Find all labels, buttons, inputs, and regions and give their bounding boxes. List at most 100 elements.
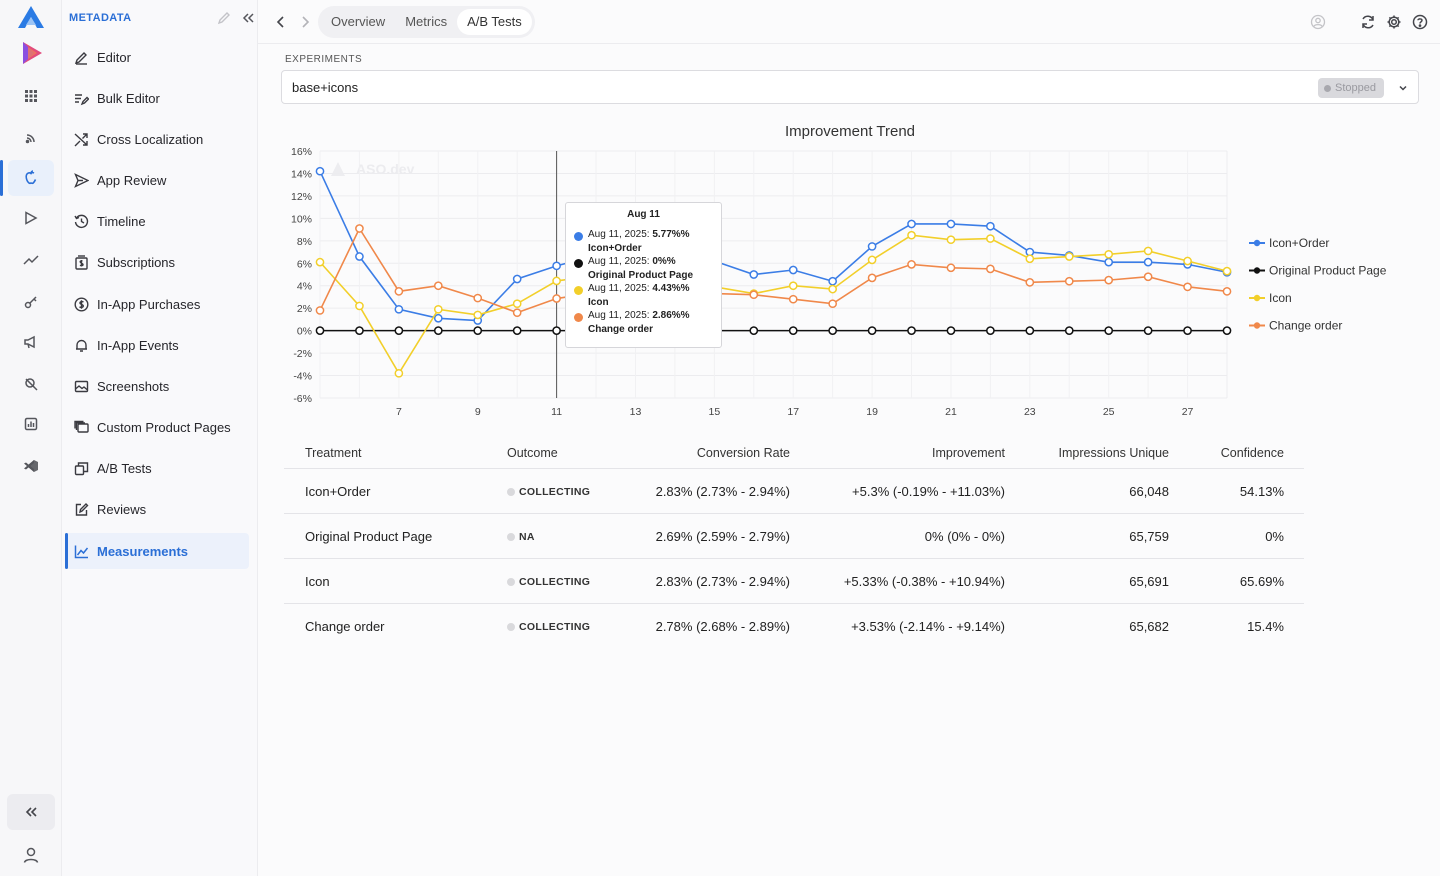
- data-point: [1064, 252, 1074, 261]
- settings-gear-icon[interactable]: [1385, 13, 1403, 31]
- trend-icon[interactable]: [8, 242, 54, 278]
- data-point: [946, 263, 956, 273]
- key-icon[interactable]: [8, 284, 54, 320]
- data-point: [512, 274, 522, 284]
- header-impressions-unique[interactable]: Impressions Unique: [1058, 446, 1169, 460]
- bell-icon: [73, 337, 89, 353]
- data-point: [1064, 326, 1074, 335]
- apps-grid-icon[interactable]: [8, 78, 54, 114]
- data-point: [552, 261, 561, 271]
- rail-collapse-button[interactable]: [7, 794, 55, 830]
- refresh-icon[interactable]: [1359, 13, 1377, 31]
- header-outcome[interactable]: Outcome: [507, 446, 558, 460]
- data-point: [512, 326, 522, 335]
- sidebar-item-screenshots[interactable]: Screenshots: [65, 368, 249, 404]
- data-point: [315, 326, 325, 335]
- tooltip-series: Original Product Page: [588, 269, 694, 281]
- top-bar: Overview Metrics A/B Tests: [258, 0, 1440, 44]
- legend-marker: [1253, 294, 1261, 302]
- sidebar-item-app-review[interactable]: App Review: [65, 162, 249, 198]
- help-icon[interactable]: [1411, 13, 1429, 31]
- table-row[interactable]: Change order COLLECTING 2.78% (2.68% - 2…: [284, 604, 1304, 649]
- sidebar-item-label: Bulk Editor: [97, 90, 160, 106]
- tooltip-row: Aug 11, 2025: 0%% Original Product Page: [574, 255, 713, 282]
- report-icon[interactable]: [8, 406, 54, 442]
- apple-store-icon[interactable]: [0, 160, 54, 196]
- tab-metrics[interactable]: Metrics: [405, 14, 448, 29]
- page-tabs: Overview Metrics A/B Tests: [318, 6, 535, 38]
- cell-impressions: 65,759: [1129, 529, 1169, 544]
- ab-icon: [73, 460, 89, 476]
- data-point: [394, 304, 404, 314]
- chevron-down-icon[interactable]: [1397, 81, 1409, 99]
- tab-ab-tests[interactable]: A/B Tests: [457, 9, 532, 35]
- header-conversion-rate[interactable]: Conversion Rate: [696, 446, 790, 460]
- x-tick-label: 11: [551, 406, 562, 418]
- data-point: [1183, 282, 1192, 292]
- back-arrow-icon[interactable]: [272, 13, 290, 31]
- data-point: [355, 224, 364, 233]
- search-tools-icon[interactable]: [8, 366, 54, 402]
- data-point: [749, 270, 759, 279]
- data-point: [552, 294, 561, 303]
- tooltip-bullet: [574, 259, 583, 268]
- megaphone-icon[interactable]: [8, 324, 54, 360]
- edit-pencil-icon[interactable]: [217, 11, 231, 30]
- data-point: [828, 284, 838, 294]
- sidebar-item-ab-tests[interactable]: A/B Tests: [65, 450, 249, 486]
- forward-arrow-icon[interactable]: [296, 13, 314, 31]
- y-tick-label: 14%: [291, 168, 312, 180]
- sidebar-item-subscriptions[interactable]: Subscriptions: [65, 244, 249, 280]
- table-row[interactable]: Icon+Order COLLECTING 2.83% (2.73% - 2.9…: [284, 469, 1304, 514]
- sidebar-item-label: Editor: [97, 49, 131, 65]
- x-tick-label: 9: [475, 406, 481, 418]
- vscode-icon[interactable]: [8, 448, 54, 484]
- x-tick-label: 17: [787, 406, 799, 418]
- data-point: [1104, 326, 1114, 335]
- table-row[interactable]: Original Product Page NA 2.69% (2.59% - …: [284, 514, 1304, 559]
- feed-icon[interactable]: [8, 120, 54, 156]
- sidebar-item-custom-product-pages[interactable]: Custom Product Pages: [65, 409, 249, 445]
- cell-treatment: Icon: [305, 574, 330, 589]
- legend-label: Icon: [1269, 291, 1292, 305]
- account-icon[interactable]: [1309, 13, 1327, 31]
- data-point: [1143, 272, 1153, 282]
- sidebar-item-in-app-events[interactable]: In-App Events: [65, 327, 249, 363]
- x-tick-label: 15: [709, 406, 721, 418]
- tab-overview[interactable]: Overview: [331, 14, 386, 29]
- sidebar-collapse-icon[interactable]: [241, 11, 255, 30]
- header-confidence[interactable]: Confidence: [1220, 446, 1284, 460]
- data-point: [907, 230, 916, 240]
- sidebar-item-label: A/B Tests: [97, 460, 152, 476]
- header-improvement[interactable]: Improvement: [932, 446, 1005, 460]
- app-avatar-icon[interactable]: [20, 40, 44, 71]
- tooltip-series: Change order: [588, 323, 654, 335]
- data-point: [394, 286, 404, 296]
- outcome-dot: [507, 533, 515, 541]
- sidebar-item-in-app-purchases[interactable]: In-App Purchases: [65, 286, 249, 322]
- header-treatment[interactable]: Treatment: [305, 446, 362, 460]
- data-point: [986, 221, 995, 231]
- google-play-icon[interactable]: [8, 200, 54, 236]
- experiment-select[interactable]: base+icons Stopped: [281, 70, 1419, 104]
- table-row[interactable]: Icon COLLECTING 2.83% (2.73% - 2.94%) +5…: [284, 559, 1304, 604]
- sidebar-item-editor[interactable]: Editor: [65, 39, 249, 75]
- y-tick-label: 2%: [297, 303, 312, 315]
- data-point: [867, 326, 877, 335]
- sidebar-item-measurements[interactable]: Measurements: [65, 533, 249, 569]
- sidebar-item-timeline[interactable]: Timeline: [65, 203, 249, 239]
- x-tick-label: 13: [630, 406, 642, 418]
- data-point: [355, 326, 364, 335]
- sidebar-item-label: Timeline: [97, 213, 146, 229]
- aso-logo-icon[interactable]: [17, 5, 45, 34]
- data-point: [552, 326, 561, 335]
- data-point: [946, 326, 956, 335]
- tooltip-row: Aug 11, 2025: 4.43%% Icon: [574, 282, 713, 309]
- sidebar-item-reviews[interactable]: Reviews: [65, 491, 249, 527]
- sidebar-item-cross-localization[interactable]: Cross Localization: [65, 121, 249, 157]
- cell-conversion-rate: 2.69% (2.59% - 2.79%): [655, 529, 790, 544]
- image-icon: [73, 378, 89, 394]
- user-icon[interactable]: [22, 846, 40, 869]
- data-point: [1025, 326, 1035, 335]
- sidebar-item-bulk-editor[interactable]: Bulk Editor: [65, 80, 249, 116]
